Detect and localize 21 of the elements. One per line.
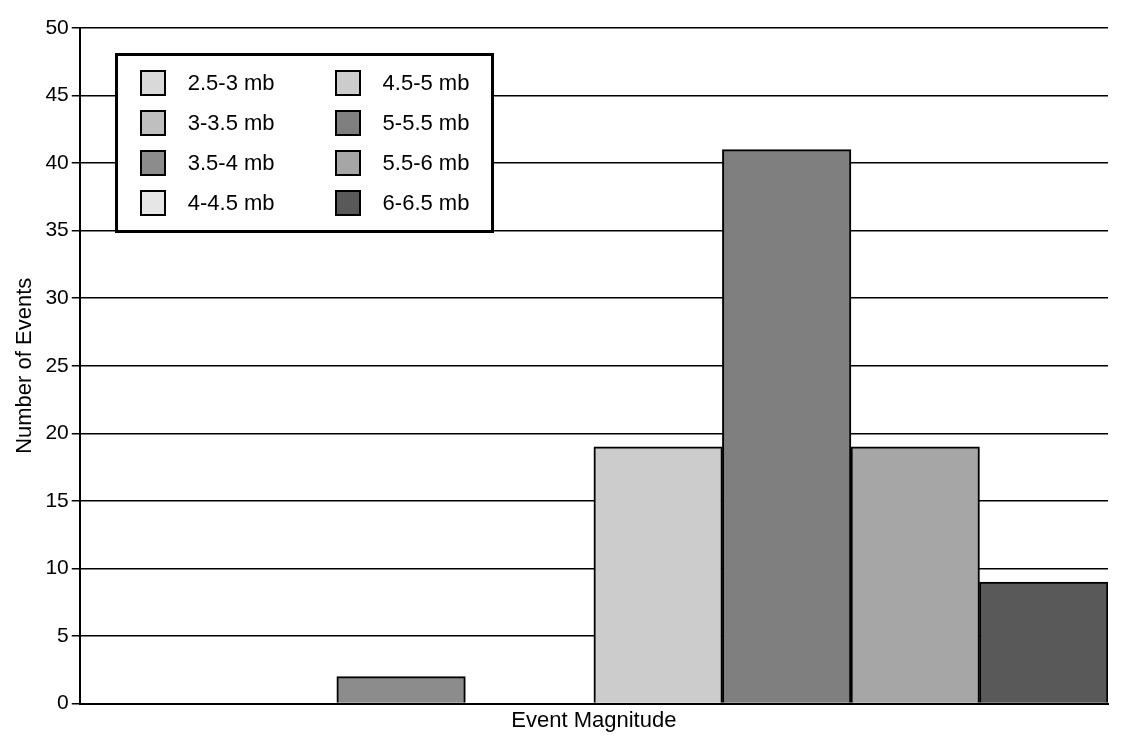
y-tick-label: 15 (45, 487, 69, 511)
y-tick-label: 5 (57, 622, 69, 646)
legend-label: 5-5.5 mb (382, 110, 470, 136)
legend-label: 4-4.5 mb (187, 190, 275, 216)
legend-label: 5.5-6 mb (382, 150, 470, 176)
y-tick-label: 45 (45, 82, 69, 106)
y-tick-label: 35 (45, 217, 69, 241)
y-tick-label: 0 (57, 690, 69, 714)
y-tick-label: 40 (45, 149, 69, 173)
y-tick-label: 25 (45, 352, 69, 376)
y-tick-label: 50 (45, 14, 69, 38)
legend-label: 3-3.5 mb (187, 110, 275, 136)
legend-label: 3.5-4 mb (187, 150, 275, 176)
y-tick-label: 20 (45, 420, 69, 444)
y-axis-title: Number of Events (11, 277, 37, 454)
y-tick-label: 30 (45, 285, 69, 309)
legend-label: 4.5-5 mb (382, 70, 470, 96)
y-tick-label: 10 (45, 555, 69, 579)
legend-label: 6-6.5 mb (382, 190, 470, 216)
legend-label: 2.5-3 mb (187, 70, 275, 96)
x-axis-title: Event Magnitude (511, 706, 677, 732)
